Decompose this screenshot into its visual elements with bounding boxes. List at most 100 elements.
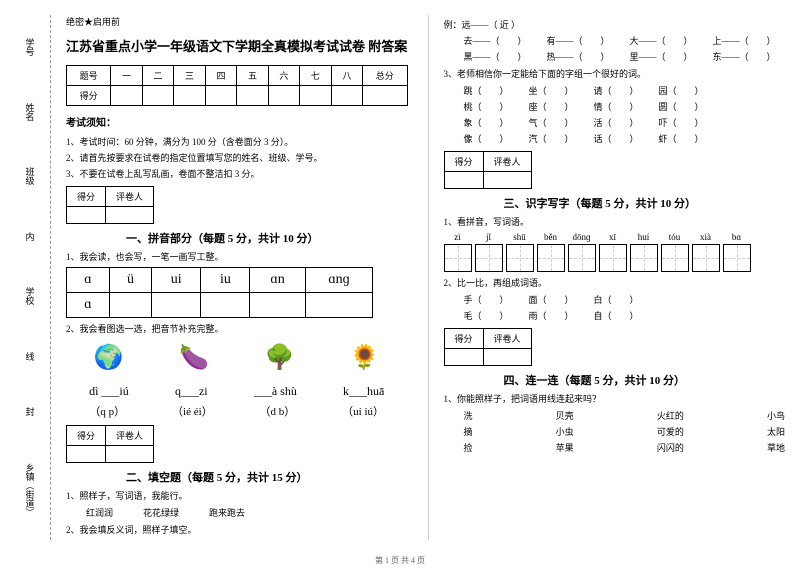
empty-cell [106,446,154,463]
letter-cell: iu [201,268,250,293]
exam-page: 学号 姓名 班级 内 学校 线 封 乡镇（街道） 绝密★启用前 江苏省重点小学一… [15,15,785,540]
letter-cell: ui [152,268,201,293]
question-text: 1、看拼音，写词语。 [444,215,786,228]
antonym-item: 大——（ ） [630,34,693,47]
empty-cell [483,349,531,366]
pinyin-text: ___à shù [254,384,297,399]
question-text: 2、比一比，再组成词语。 [444,276,786,289]
example-text: 例：远——（ 近 ） [444,18,786,31]
table-row: 题号 一 二 三 四 五 六 七 八 总分 [67,66,408,86]
picture-item: 🌍 [94,343,124,376]
char-grid [630,244,658,272]
question-text: 3、老师相信你一定能给下面的字组一个很好的词。 [444,67,786,80]
empty-cell [67,446,106,463]
letter-cell: ɑ [67,293,110,318]
compare-row: 手（ ） 面（ ） 白（ ） [464,293,786,306]
question-text: 2、我会填反义词，照样子填空。 [66,523,408,536]
word-item: 汽（ ） [529,132,574,145]
char-grid [723,244,751,272]
exam-title: 江苏省重点小学一年级语文下学期全真模拟考试试卷 附答案 [66,36,408,55]
option-text: （uí iú） [342,403,384,419]
empty-cell [67,207,106,224]
char-group: dōnɡ [568,232,596,272]
score-cell [111,86,142,106]
secret-label: 绝密★启用前 [66,15,408,28]
question-text: 1、你能照样子，把词语用线连起来吗？ [444,392,786,405]
header-cell: 三 [174,66,205,86]
pinyin-table: ɑ ü ui iu ɑn ɑnɡ ɑ [66,267,373,318]
char-grid [692,244,720,272]
connect-item: 洗 [464,409,473,422]
right-column: 例：远——（ 近 ） 去——（ ） 有——（ ） 大——（ ） 上——（ ） 黑… [428,15,786,540]
antonym-item: 黑——（ ） [464,50,527,63]
antonym-item: 热——（ ） [547,50,610,63]
word-item: 话（ ） [594,132,639,145]
sunflower-icon: 🌻 [350,343,380,372]
character-boxes: zì jǐ shū běn dōnɡ xī huí tóu xià bɑ [444,232,786,272]
question-text: 1、我会读，也会写，一笔一画写工整。 [66,250,408,263]
grader-label: 评卷人 [106,187,154,207]
tree-icon: 🌳 [264,343,294,372]
paren-row: （q p） （ié éi） （d b） （uí iú） [66,403,408,419]
char-group: huí [630,232,658,272]
word-item: 桃（ ） [464,100,509,113]
compare-row: 毛（ ） 雨（ ） 自（ ） [464,309,786,322]
option-text: （q p） [89,403,125,419]
section-title: 四、连一连（每题 5 分，共计 10 分） [444,372,786,388]
header-cell: 六 [268,66,299,86]
grader-label: 评卷人 [483,152,531,172]
compare-item: 手（ ） [464,293,509,306]
connect-row: 捡 苹果 闪闪的 草地 [464,441,786,454]
score-label: 得分 [67,426,106,446]
char-grid [537,244,565,272]
header-cell: 五 [237,66,268,86]
antonym-item: 里——（ ） [630,50,693,63]
connect-item: 闪闪的 [657,441,684,454]
notice-heading: 考试须知： [66,114,408,129]
empty-cell [201,293,250,318]
globe-icon: 🌍 [94,343,124,372]
pinyin-text: q___zi [175,384,208,399]
notice-item: 3、不要在试卷上乱写乱画，卷面不整洁扣 3 分。 [66,167,408,180]
pinyin-label: huí [638,232,650,242]
notice-item: 2、请首先按要求在试卷的指定位置填写您的姓名、班级、学号。 [66,151,408,164]
empty-cell [106,207,154,224]
question-text: 2、我会看图选一选，把音节补充完整。 [66,322,408,335]
word-item: 圆（ ） [659,100,704,113]
antonym-item: 上——（ ） [713,34,776,47]
score-cell [363,86,407,106]
table-row: 得分 [67,86,408,106]
question-text: 1、照样子，写词语，我能行。 [66,489,408,502]
connect-item: 太阳 [767,425,785,438]
margin-hint: 内 [24,232,37,241]
word-item: 坐（ ） [529,84,574,97]
compare-item: 面（ ） [529,293,574,306]
word-item: 活（ ） [594,116,639,129]
pinyin-label: xī [609,232,616,242]
header-cell: 八 [331,66,362,86]
pinyin-label: zì [454,232,461,242]
connect-item: 捡 [464,441,473,454]
margin-label: 学号 [24,38,37,56]
margin-label: 学校 [24,287,37,305]
score-cell [205,86,236,106]
word-item: 情（ ） [594,100,639,113]
eggplant-icon: 🍆 [179,343,209,372]
pinyin-label: bɑ [732,232,741,242]
connect-row: 摘 小虫 可爱的 太阳 [464,425,786,438]
word-item: 象（ ） [464,116,509,129]
word-item: 座（ ） [529,100,574,113]
char-grid [444,244,472,272]
table-row: ɑ [67,293,373,318]
option-text: （d b） [260,403,296,419]
score-cell [142,86,173,106]
header-cell: 四 [205,66,236,86]
pinyin-label: xià [700,232,711,242]
char-grid [506,244,534,272]
connect-item: 火红的 [657,409,684,422]
word-item: 吓（ ） [659,116,704,129]
empty-cell [152,293,201,318]
picture-item: 🌳 [264,343,294,376]
connect-row: 洗 贝壳 火红的 小鸟 [464,409,786,422]
grader-box: 得分评卷人 [444,328,532,366]
